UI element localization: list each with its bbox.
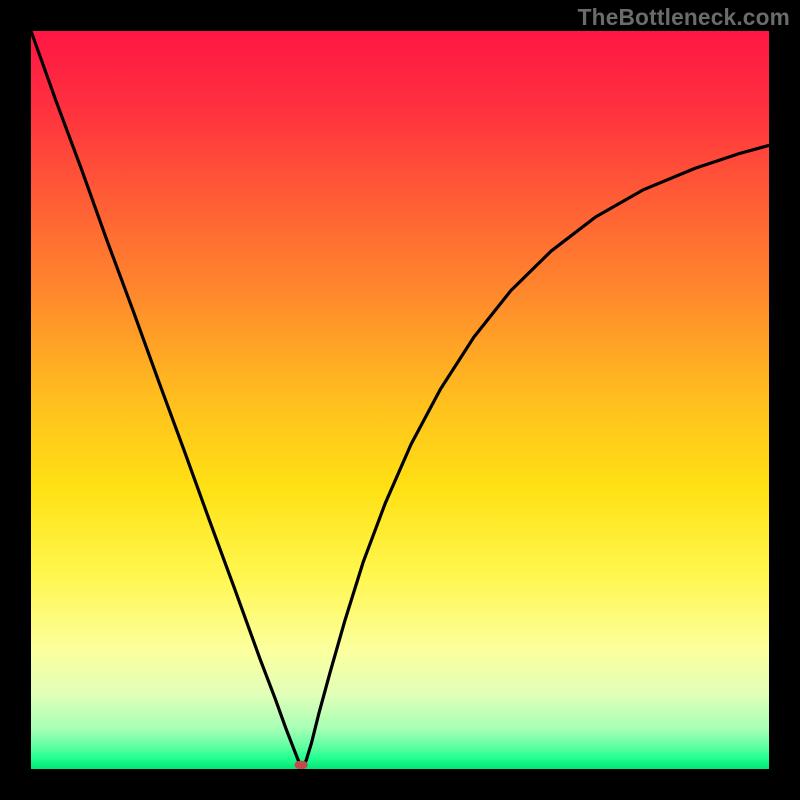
chart-svg <box>0 0 800 800</box>
chart-stage: TheBottleneck.com <box>0 0 800 800</box>
plot-area <box>31 31 769 769</box>
watermark-text: TheBottleneck.com <box>578 4 790 31</box>
optimum-marker <box>294 761 307 769</box>
